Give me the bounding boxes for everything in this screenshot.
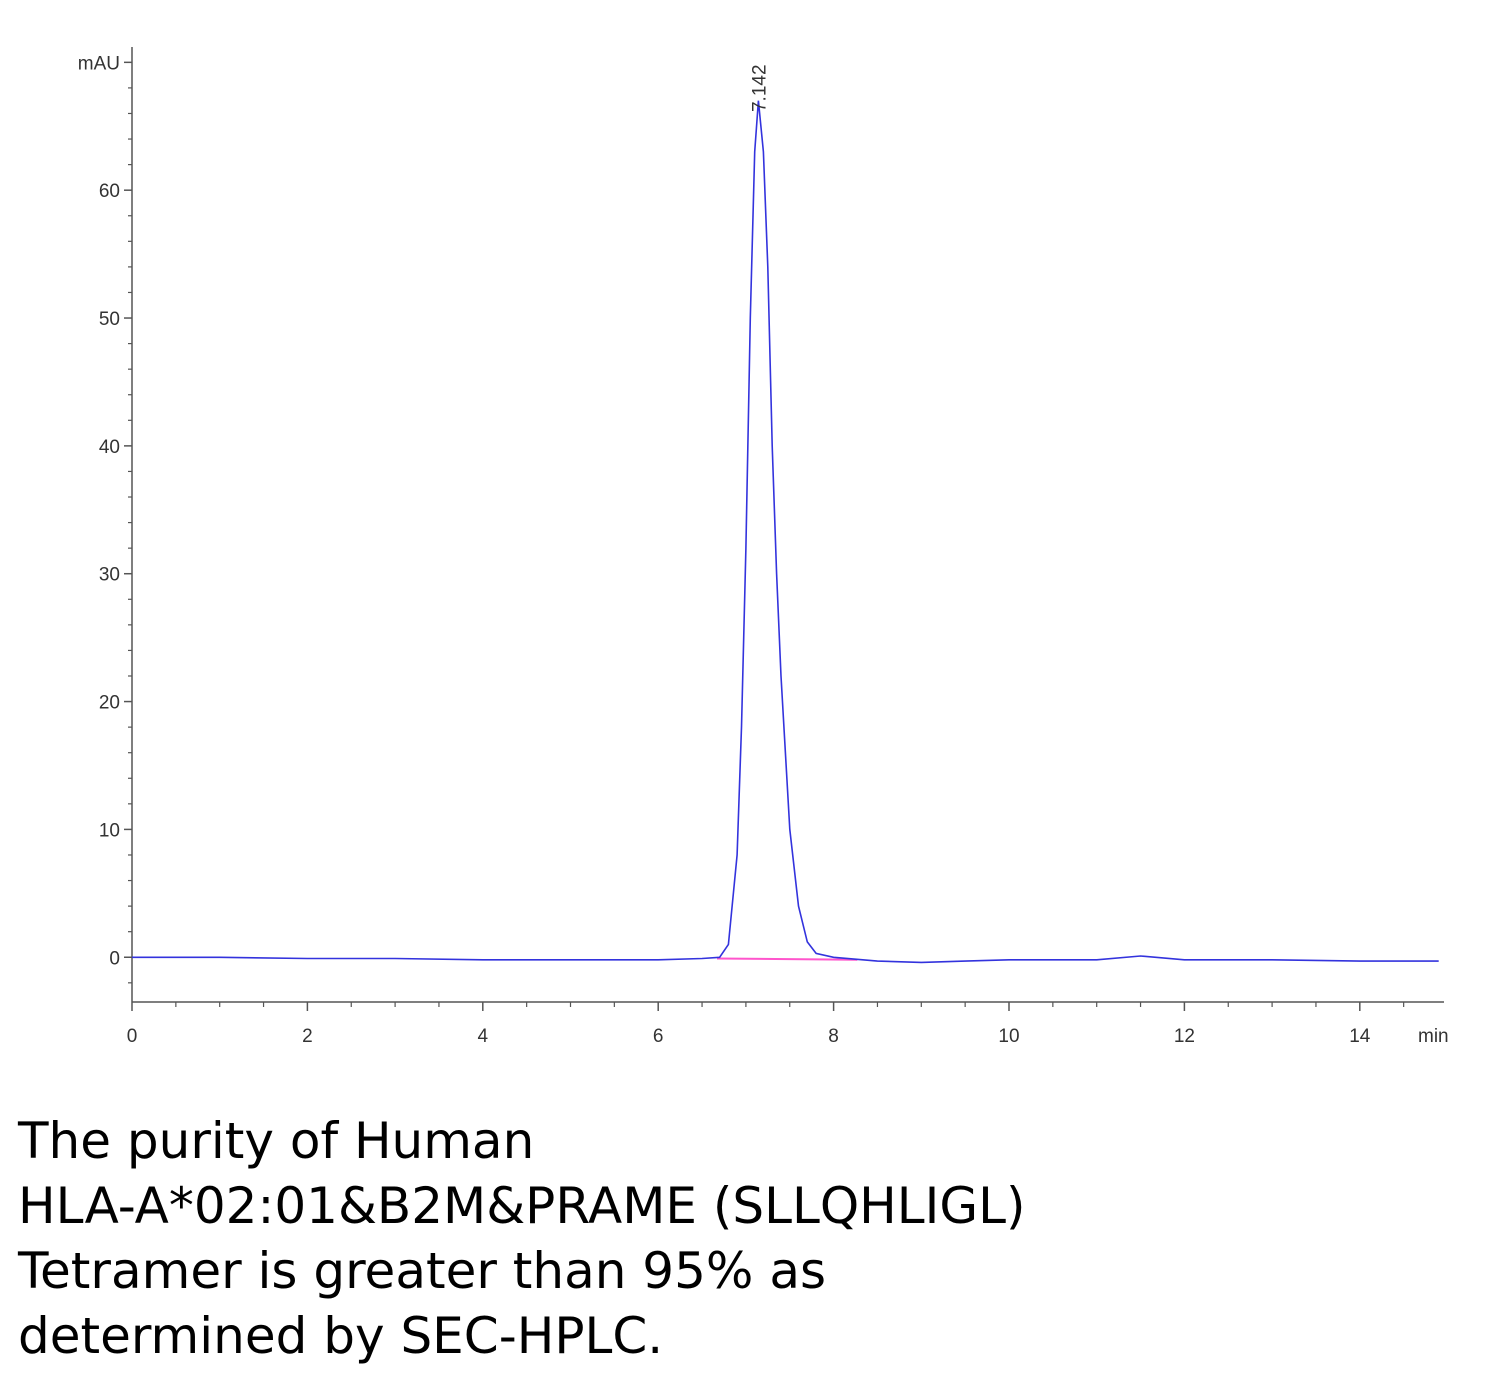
- x-tick-label: 12: [1174, 1026, 1195, 1047]
- x-tick-label: 14: [1349, 1026, 1371, 1047]
- y-tick-label: 50: [99, 309, 120, 330]
- x-tick-label: 8: [828, 1026, 839, 1047]
- x-tick-label: 4: [478, 1026, 489, 1047]
- caption-line: HLA-A*02:01&B2M&PRAME (SLLQHLIGL): [18, 1177, 1026, 1235]
- y-tick-label: 20: [99, 693, 120, 714]
- y-tick-label: mAU: [78, 53, 120, 74]
- y-tick-label: 40: [99, 437, 120, 458]
- caption-line: The purity of Human: [17, 1112, 534, 1170]
- x-tick-label: 10: [998, 1026, 1019, 1047]
- peak-label: 7.142: [749, 64, 770, 112]
- y-tick-label: 30: [99, 565, 120, 586]
- x-axis-label: min: [1418, 1026, 1449, 1047]
- y-tick-label: 60: [99, 181, 120, 202]
- x-tick-label: 2: [302, 1026, 313, 1047]
- x-tick-label: 6: [653, 1026, 664, 1047]
- y-tick-label: 0: [109, 948, 120, 969]
- caption-line: determined by SEC-HPLC.: [18, 1307, 663, 1365]
- integration-baseline: [716, 957, 858, 961]
- caption-line: Tetramer is greater than 95% as: [17, 1242, 826, 1300]
- y-tick-label: 10: [99, 820, 120, 841]
- signal-line: [132, 100, 1439, 964]
- x-tick-label: 0: [127, 1026, 138, 1047]
